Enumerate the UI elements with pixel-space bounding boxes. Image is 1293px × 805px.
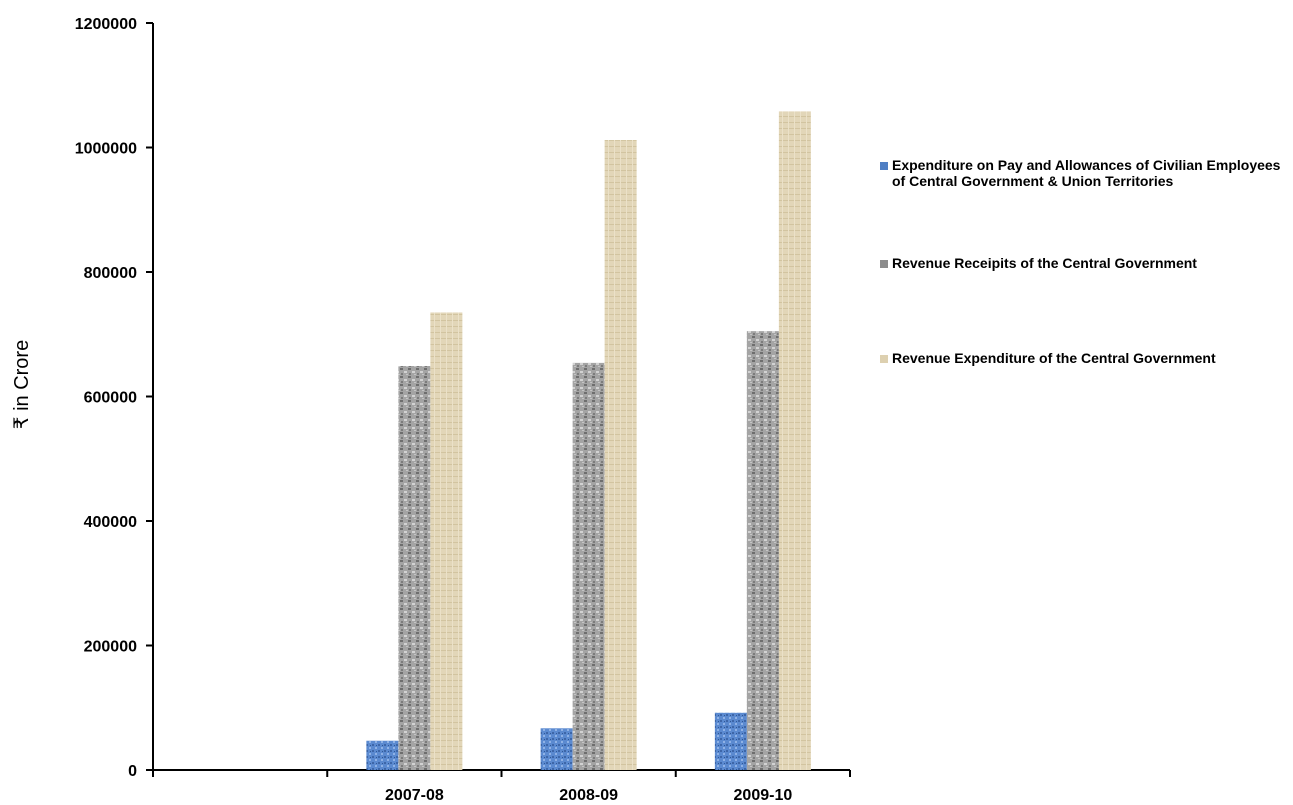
bar-series-1 [366, 740, 399, 770]
y-tick-label: 600000 [84, 390, 137, 407]
y-tick-label: 1000000 [75, 141, 137, 158]
legend-label-revenue-expenditure: Revenue Expenditure of the Central Gover… [892, 350, 1216, 366]
y-tick-label: 0 [128, 763, 137, 780]
legend-swatch-tan [880, 355, 888, 363]
y-tick-label: 400000 [84, 514, 137, 531]
legend-item-revenue-expenditure: Revenue Expenditure of the Central Gover… [880, 350, 1216, 366]
legend-label-revenue-receipts: Revenue Receipits of the Central Governm… [892, 255, 1197, 271]
bar-series-1 [540, 728, 573, 770]
bar-series-3 [430, 312, 463, 770]
legend-item-revenue-receipts: Revenue Receipits of the Central Governm… [880, 255, 1197, 271]
x-tick-label: 2007-08 [385, 787, 444, 804]
y-tick-label: 200000 [84, 639, 137, 656]
legend-label-pay-allowances: Expenditure on Pay and Allowances of Civ… [892, 157, 1281, 189]
bar-series-3 [778, 111, 811, 770]
legend-swatch-gray [880, 260, 888, 268]
x-tick-label: 2009-10 [734, 787, 793, 804]
bar-series-1 [714, 712, 747, 770]
bar-series-2 [572, 362, 605, 770]
bar-series-3 [604, 140, 637, 770]
x-tick-label: 2008-09 [559, 787, 618, 804]
legend-item-pay-allowances: Expenditure on Pay and Allowances of Civ… [880, 157, 1290, 189]
y-axis-label: ₹ in Crore [11, 340, 33, 429]
y-tick-label: 1200000 [75, 16, 137, 33]
legend-swatch-blue [880, 162, 888, 170]
y-tick-label: 800000 [84, 265, 137, 282]
bar-series-2 [746, 331, 779, 770]
bar-series-2 [398, 365, 431, 770]
